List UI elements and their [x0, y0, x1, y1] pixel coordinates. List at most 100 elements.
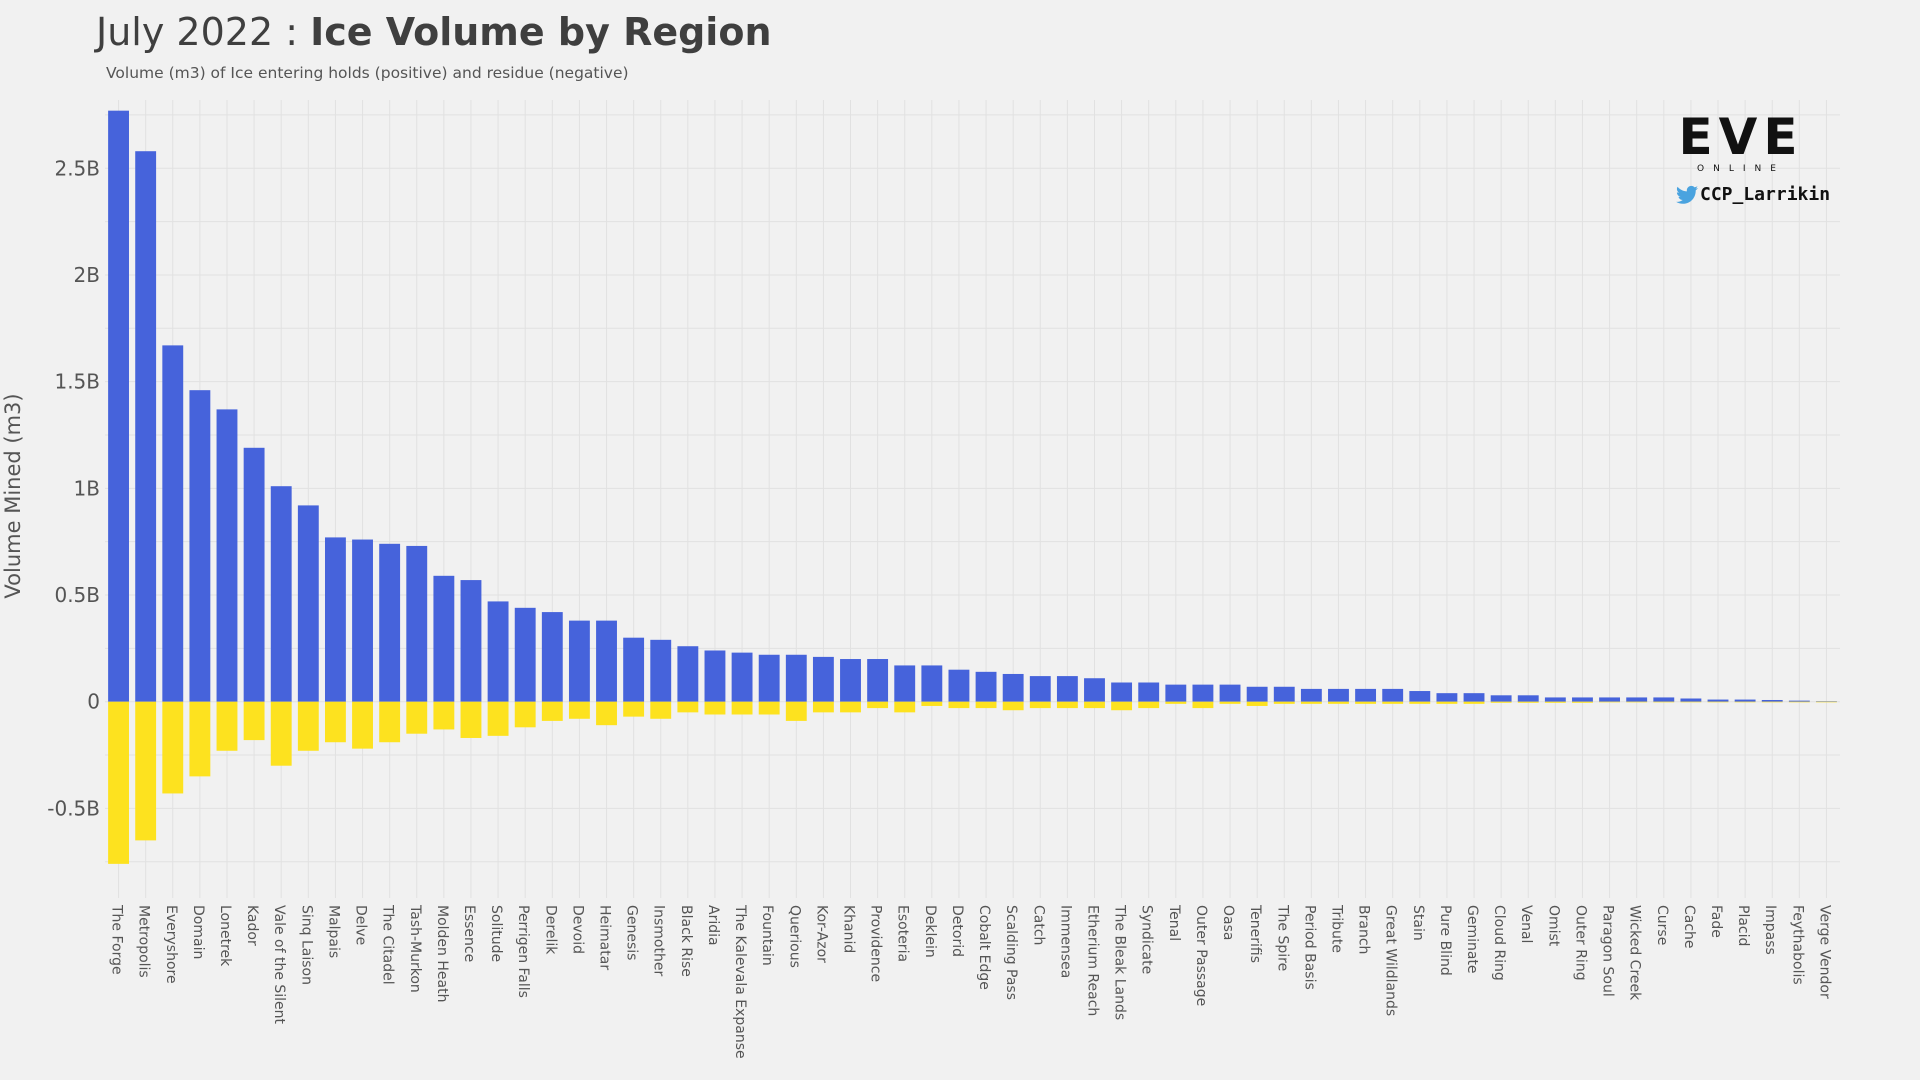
bars [108, 110, 1837, 864]
y-tick-labels: -0.5B 0 0.5B 1B 1.5B 2B 2.5B [47, 156, 100, 820]
grid-lines [105, 100, 1840, 898]
bar-positive-querious [785, 654, 807, 702]
bar-positive-wicked-creek [1626, 697, 1648, 702]
bar-positive-placid [1734, 699, 1756, 702]
x-tick-label: Venal [1518, 905, 1534, 943]
x-tick-label: Heimatar [597, 905, 613, 970]
bar-negative-vale-of-the-silent [270, 701, 292, 766]
bar-negative-devoid [568, 701, 590, 719]
bar-negative-metropolis [135, 701, 157, 841]
x-tick-label: Vale of the Silent [271, 905, 287, 1025]
x-tick-label: Deklein [922, 905, 938, 958]
x-tick-label: Placid [1735, 905, 1751, 946]
bar-positive-tenerifis [1246, 686, 1268, 702]
x-tick-label: Kor-Azor [813, 905, 829, 963]
x-tick-label: Metropolis [136, 905, 152, 978]
x-tick-label: Immensea [1057, 905, 1073, 978]
chart-subtitle: Volume (m3) of Ice entering holds (posit… [106, 64, 629, 82]
bar-positive-tenal [1165, 684, 1187, 702]
bar-negative-providence [867, 701, 889, 709]
bar-positive-domain [189, 390, 211, 702]
x-tick-label: Stain [1410, 905, 1426, 941]
bar-positive-fountain [758, 654, 780, 702]
y-tick-label: 1.5B [54, 370, 100, 394]
bar-positive-cobalt-edge [975, 671, 997, 702]
x-tick-label: Cache [1681, 905, 1697, 949]
bar-negative-venal [1517, 701, 1539, 703]
bar-negative-cache [1680, 701, 1702, 703]
bar-negative-the-spire [1273, 701, 1295, 704]
bar-positive-syndicate [1138, 682, 1160, 702]
bar-negative-impass [1761, 701, 1783, 703]
bar-positive-feythabolis [1788, 700, 1810, 702]
bar-positive-malpais [324, 537, 346, 702]
bar-negative-essence [460, 701, 482, 738]
title-prefix: July 2022 : [96, 10, 311, 54]
bar-negative-tenerifis [1246, 701, 1268, 706]
bar-negative-the-bleak-lands [1111, 701, 1133, 711]
x-tick-label: Tash-Murkon [407, 904, 423, 993]
chart-title: July 2022 : Ice Volume by Region [96, 10, 772, 54]
x-tick-label: Fountain [759, 905, 775, 966]
bar-positive-verge-vendor [1816, 701, 1837, 702]
bar-positive-tash-murkon [406, 545, 428, 702]
x-tick-label: Great Wildlands [1383, 905, 1399, 1016]
bar-negative-molden-heath [433, 701, 455, 730]
y-tick-label: -0.5B [47, 796, 100, 820]
bar-positive-the-bleak-lands [1111, 682, 1133, 702]
x-tick-label: Genesis [624, 905, 640, 960]
bar-positive-great-wildlands [1382, 688, 1404, 702]
x-tick-label: Omist [1545, 905, 1561, 947]
x-tick-label: Branch [1356, 905, 1372, 954]
x-tick-label: Oasa [1220, 905, 1236, 940]
x-tick-label: The Citadel [380, 904, 396, 985]
twitter-handle: CCP_Larrikin [1676, 184, 1830, 205]
bar-negative-fade [1707, 701, 1729, 703]
bar-negative-tribute [1328, 701, 1349, 704]
bar-positive-impass [1761, 699, 1783, 702]
bar-negative-fountain [758, 701, 780, 715]
y-tick-label: 0.5B [54, 583, 100, 607]
bar-negative-detorid [948, 701, 970, 709]
x-tick-label: The Kalevala Expanse [732, 904, 748, 1059]
bar-negative-omist [1544, 701, 1566, 703]
bar-positive-outer-passage [1192, 684, 1214, 702]
bar-negative-branch [1355, 701, 1377, 704]
bar-positive-heimatar [596, 620, 617, 702]
bar-negative-the-citadel [379, 701, 401, 743]
bar-positive-branch [1355, 688, 1377, 702]
bar-positive-metropolis [135, 151, 157, 702]
bar-negative-solitude [487, 701, 509, 736]
x-tick-label: Domain [190, 905, 206, 959]
x-tick-label: Tenerifis [1247, 904, 1263, 963]
bar-negative-geminate [1463, 701, 1485, 704]
bar-negative-tash-murkon [406, 701, 428, 734]
bar-negative-cobalt-edge [975, 701, 997, 709]
bar-positive-sinq-laison [297, 505, 319, 702]
x-tick-label: Devoid [569, 905, 585, 954]
bar-negative-feythabolis [1788, 701, 1810, 703]
bar-negative-etherium-reach [1084, 701, 1105, 709]
x-tick-label: Essence [461, 905, 477, 962]
bar-negative-syndicate [1138, 701, 1160, 709]
x-tick-label: Tenal [1166, 904, 1182, 941]
bar-negative-the-kalevala-expanse [731, 701, 753, 715]
twitter-handle-text: CCP_Larrikin [1700, 184, 1831, 205]
bar-positive-deklein [921, 665, 943, 702]
x-tick-label: Curse [1654, 905, 1670, 945]
x-tick-label: Solitude [488, 905, 504, 962]
bar-positive-omist [1544, 697, 1566, 702]
bar-negative-kor-azor [812, 701, 834, 713]
x-tick-label: Catch [1030, 905, 1046, 945]
bar-negative-lonetrek [216, 701, 238, 751]
x-tick-label: Outer Ring [1572, 905, 1588, 981]
bar-positive-scalding-pass [1002, 673, 1024, 702]
x-tick-label: Detorid [949, 905, 965, 957]
logo-eve-text: EVE [1678, 108, 1804, 166]
bar-negative-pure-blind [1436, 701, 1458, 704]
bar-negative-wicked-creek [1626, 701, 1648, 703]
bar-negative-placid [1734, 701, 1756, 703]
bar-negative-immensea [1056, 701, 1078, 709]
x-tick-label: Impass [1762, 905, 1778, 955]
